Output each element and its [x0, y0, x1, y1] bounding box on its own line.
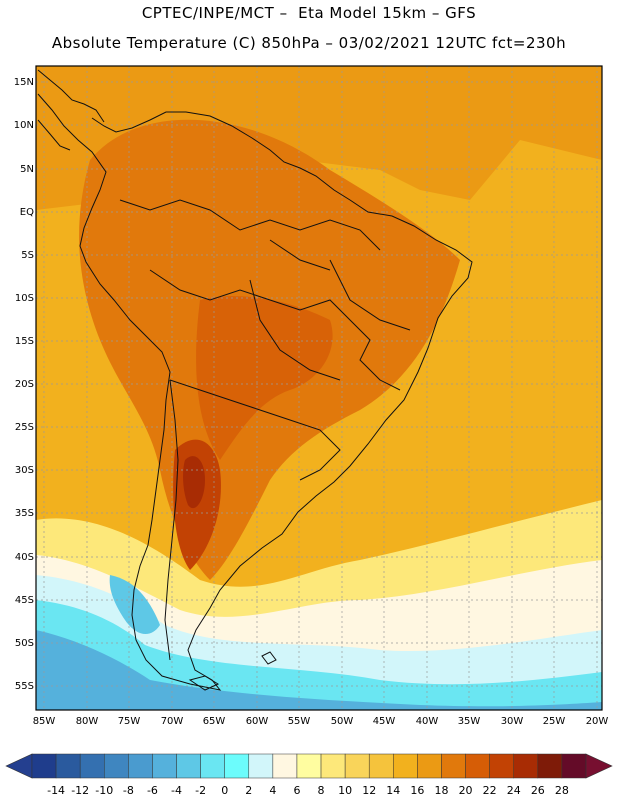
lat-label-10s: 10S: [14, 293, 34, 304]
lat-label-30s: 30S: [14, 465, 34, 476]
lon-label-80w: 80W: [75, 716, 99, 727]
colorbar-swatch: [248, 753, 274, 779]
falklands: [261, 651, 277, 665]
colorbar-tick-label: 24: [506, 784, 521, 797]
borders-central: [149, 269, 401, 391]
lon-label-75w: 75W: [117, 716, 141, 727]
tierra-del-fuego: [188, 675, 220, 691]
lon-label-25w: 25W: [542, 716, 566, 727]
colorbar: [5, 753, 613, 779]
colorbar-tick-label: -4: [171, 784, 182, 797]
lat-label-eq: EQ: [19, 207, 34, 218]
colorbar-tick-label: 4: [269, 784, 277, 797]
colorbar-tick-label: 8: [317, 784, 325, 797]
colorbar-over-arrow: [585, 753, 613, 779]
colorbar-swatch: [393, 753, 418, 779]
colorbar-swatch: [465, 753, 490, 779]
colorbar-swatch: [296, 753, 322, 779]
colorbar-tick-label: 6: [293, 784, 301, 797]
coastlines: [37, 69, 473, 691]
lon-label-45w: 45W: [372, 716, 396, 727]
lon-label-65w: 65W: [202, 716, 226, 727]
lon-label-50w: 50W: [330, 716, 354, 727]
colorbar-tick-label: 10: [338, 784, 353, 797]
lat-label-15s: 15S: [14, 336, 34, 347]
colorbar-tick-label: -12: [71, 784, 90, 797]
colorbar-swatch: [55, 753, 81, 779]
field-south-minus4: [36, 630, 602, 710]
colorbar-swatch: [176, 753, 201, 779]
colorbar-swatch: [513, 753, 539, 779]
field-south-0: [36, 600, 602, 710]
lon-label-30w: 30W: [500, 716, 524, 727]
colorbar-swatch: [104, 753, 129, 779]
colorbar-tick-label: -2: [195, 784, 207, 797]
lat-label-40s: 40S: [14, 552, 34, 563]
lat-label-10n: 10N: [13, 120, 34, 131]
colorbar-tick-label: 26: [530, 784, 545, 797]
colorbar-under-arrow: [5, 753, 33, 779]
borders-south: [169, 379, 341, 481]
lat-label-5n: 5N: [20, 164, 34, 175]
colorbar-swatch: [368, 753, 394, 779]
lat-label-20s: 20S: [14, 379, 34, 390]
lon-label-55w: 55W: [287, 716, 311, 727]
colorbar-tick-label: 14: [386, 784, 401, 797]
lon-label-40w: 40W: [415, 716, 439, 727]
colorbar-tick-label: 0: [221, 784, 229, 797]
lat-label-50s: 50S: [14, 638, 34, 649]
colorbar-tick-label: 2: [245, 784, 253, 797]
chart-title-variable: Absolute Temperature (C) 850hPa – 03/02/…: [51, 34, 567, 52]
colorbar-swatch: [128, 753, 153, 779]
lat-label-45s: 45S: [14, 595, 34, 606]
colorbar-tick-label: 18: [434, 784, 449, 797]
temperature-field: [36, 66, 602, 710]
map-gridlines: [36, 66, 602, 710]
colorbar-swatch: [224, 753, 250, 779]
colorbar-swatch: [537, 753, 563, 779]
colorbar-tick-label: 28: [554, 784, 569, 797]
lat-label-25s: 25S: [14, 422, 34, 433]
colorbar-swatch: [79, 753, 105, 779]
colorbar-tick-label: -8: [122, 784, 134, 797]
colorbar-tick-label: -10: [95, 784, 114, 797]
colorbar-swatch: [441, 753, 466, 779]
lon-label-70w: 70W: [160, 716, 184, 727]
chart-title-model: CPTEC/INPE/MCT – Eta Model 15km – GFS: [141, 4, 477, 22]
colorbar-tick-label: 16: [410, 784, 425, 797]
colorbar-tick-label: -14: [47, 784, 66, 797]
lon-label-35w: 35W: [457, 716, 481, 727]
lon-label-60w: 60W: [245, 716, 269, 727]
central-america-coastline: [37, 69, 105, 151]
andes-border: [164, 379, 179, 661]
brazil-internal-borders: [249, 239, 411, 381]
field-andes-cold: [109, 575, 160, 635]
map-frame: [35, 65, 603, 711]
field-argentina-core: [183, 456, 205, 509]
colorbar-swatch: [272, 753, 298, 779]
lat-label-55s: 55S: [14, 681, 34, 692]
colorbar-swatch: [152, 753, 177, 779]
colorbar-swatch: [561, 753, 587, 779]
colorbar-swatch: [31, 753, 57, 779]
colorbar-tick-label: -6: [146, 784, 158, 797]
colorbar-swatch: [200, 753, 225, 779]
colorbar-tick-label: 12: [362, 784, 377, 797]
colorbar-tick-label: 22: [482, 784, 497, 797]
lat-label-5s: 5S: [21, 250, 34, 261]
lon-label-85w: 85W: [32, 716, 56, 727]
colorbar-swatch: [489, 753, 514, 779]
colorbar-tick-label: 20: [458, 784, 473, 797]
south-america-coastline: [37, 93, 473, 691]
lat-label-15n: 15N: [13, 77, 34, 88]
colorbar-swatch: [417, 753, 442, 779]
colorbar-swatch: [344, 753, 370, 779]
lat-label-35s: 35S: [14, 508, 34, 519]
colorbar-swatch: [320, 753, 346, 779]
field-central-hot: [196, 296, 333, 460]
borders-north: [119, 199, 381, 251]
lon-label-20w: 20W: [585, 716, 609, 727]
